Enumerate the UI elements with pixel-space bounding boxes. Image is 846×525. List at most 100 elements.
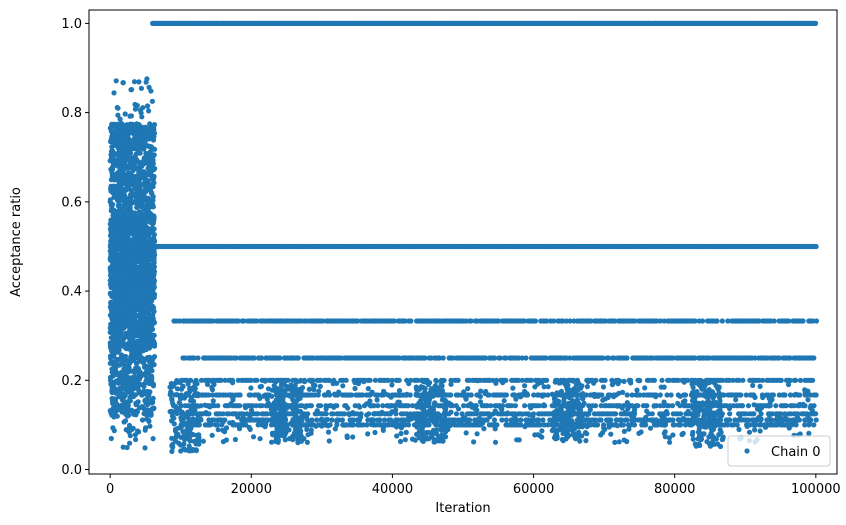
data-point	[141, 232, 147, 238]
data-point	[115, 390, 122, 396]
data-point	[111, 280, 117, 286]
data-point	[125, 220, 131, 226]
data-point	[108, 202, 114, 209]
data-point	[140, 171, 146, 177]
data-point	[512, 403, 519, 409]
data-point	[714, 318, 720, 324]
data-point	[127, 171, 134, 177]
data-point	[131, 143, 137, 149]
data-point	[147, 294, 153, 301]
data-point	[135, 201, 141, 207]
data-point	[126, 319, 132, 325]
data-point	[128, 87, 134, 93]
data-point	[114, 298, 120, 304]
data-point	[127, 357, 133, 363]
data-point	[140, 213, 146, 219]
data-point	[125, 239, 131, 245]
data-point	[136, 196, 142, 202]
data-point	[120, 394, 126, 400]
data-point	[133, 180, 139, 186]
data-point	[738, 392, 744, 398]
data-point	[592, 403, 599, 409]
data-point	[147, 230, 153, 236]
data-point	[139, 328, 145, 334]
data-point	[144, 392, 151, 398]
data-point	[150, 221, 156, 227]
data-point	[130, 425, 136, 431]
data-point	[318, 403, 324, 409]
data-point	[135, 165, 141, 171]
data-point	[145, 317, 151, 324]
data-point	[145, 165, 151, 171]
data-point	[110, 425, 116, 431]
data-point	[142, 427, 148, 433]
data-point	[771, 318, 777, 324]
data-point	[116, 135, 122, 141]
data-point	[147, 411, 153, 417]
data-point	[130, 342, 136, 348]
data-point	[116, 126, 122, 132]
data-point	[151, 167, 157, 173]
data-point	[115, 112, 121, 118]
data-point	[107, 265, 113, 271]
data-point	[139, 114, 145, 120]
data-point	[137, 222, 143, 228]
data-point	[532, 318, 539, 324]
data-point	[136, 247, 142, 254]
data-point	[120, 383, 126, 389]
data-point	[122, 165, 128, 171]
data-point	[110, 411, 116, 417]
data-point	[123, 368, 129, 374]
data-point	[111, 123, 117, 129]
data-point	[396, 377, 402, 383]
data-point	[146, 143, 152, 150]
data-point	[148, 364, 154, 370]
data-point	[118, 192, 124, 198]
data-point	[126, 286, 132, 292]
data-point	[133, 400, 139, 406]
data-point	[668, 392, 674, 398]
data-point	[136, 128, 142, 134]
data-point	[130, 123, 136, 129]
data-point	[343, 377, 349, 383]
data-point	[142, 184, 149, 190]
data-point	[125, 300, 131, 307]
data-point	[125, 255, 131, 261]
data-point	[149, 359, 155, 366]
data-point	[130, 408, 137, 415]
data-point	[112, 255, 118, 261]
data-point	[132, 185, 138, 191]
data-point	[682, 392, 689, 398]
data-point	[137, 184, 143, 190]
data-point	[111, 142, 117, 149]
data-point	[151, 232, 157, 238]
data-point	[112, 272, 118, 278]
data-point	[116, 362, 122, 368]
data-point	[115, 263, 121, 269]
data-point	[150, 277, 156, 283]
data-point	[127, 440, 133, 446]
data-point	[131, 249, 137, 255]
data-point	[151, 122, 158, 128]
data-point	[108, 177, 114, 183]
data-point	[151, 146, 157, 152]
data-point	[440, 355, 446, 361]
data-point	[453, 411, 460, 417]
data-point	[136, 387, 142, 393]
data-point	[109, 129, 115, 135]
data-point	[811, 355, 817, 361]
data-point	[143, 189, 149, 195]
data-point	[700, 318, 706, 324]
data-point	[139, 133, 145, 140]
data-point	[117, 240, 123, 247]
data-point	[146, 344, 152, 350]
data-point	[126, 261, 132, 267]
data-point	[115, 105, 121, 111]
data-point	[139, 417, 146, 423]
data-point	[295, 355, 301, 361]
data-point	[118, 182, 124, 188]
data-point	[113, 356, 119, 362]
data-point	[195, 355, 201, 361]
data-point	[119, 160, 125, 166]
data-point	[150, 173, 156, 179]
